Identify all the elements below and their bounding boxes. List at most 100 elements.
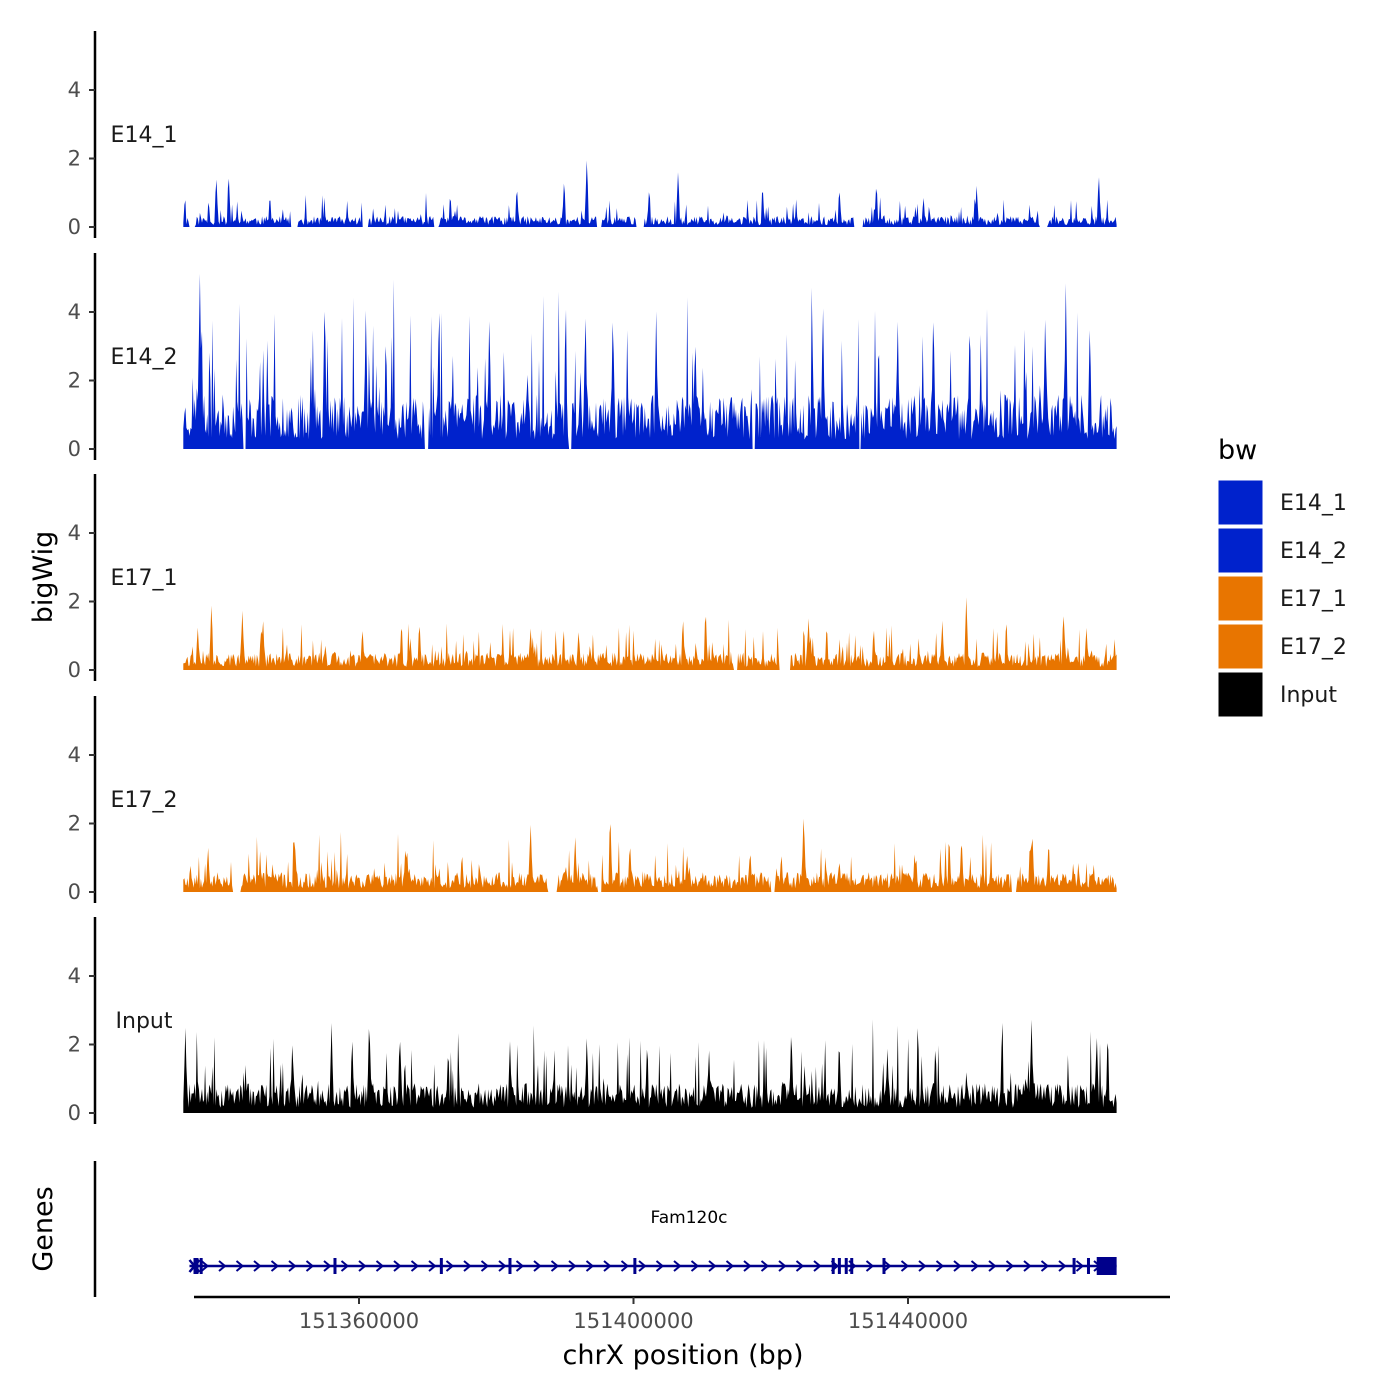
legend-label: E17_1 — [1280, 587, 1347, 612]
strand-arrow — [200, 1260, 210, 1272]
y-tick-label: 0 — [68, 215, 81, 239]
y-tick-label: 4 — [68, 300, 81, 324]
track-label: Input — [116, 1009, 173, 1034]
track-E14_2: 0 2 4 E14_2 — [68, 253, 1117, 461]
x-tick-label: 151400000 — [573, 1309, 693, 1333]
strand-arrow — [935, 1260, 945, 1272]
exon — [1072, 1258, 1076, 1274]
strand-arrow — [1005, 1260, 1015, 1272]
tracks-layer: 0 2 4 E14_1 0 2 4 E14_2 0 2 4 E17_1 0 2 4 E17_2 0 2 4 Input — [68, 31, 1117, 1125]
strand-arrow — [708, 1260, 717, 1272]
exon — [837, 1258, 841, 1274]
strand-arrow — [218, 1260, 227, 1272]
strand-arrow — [340, 1260, 350, 1272]
strand-arrow — [760, 1260, 770, 1272]
y-tick-label: 4 — [68, 964, 81, 988]
strand-arrow — [865, 1260, 875, 1272]
strand-arrow — [918, 1260, 927, 1272]
signal-area — [183, 597, 1117, 670]
strand-arrow — [568, 1260, 577, 1272]
legend-key — [1217, 527, 1264, 574]
strand-arrow — [725, 1260, 735, 1272]
legend-title: bw — [1218, 435, 1257, 466]
signal-area — [183, 273, 1117, 449]
strand-arrow — [813, 1260, 822, 1272]
y-axis-title: bigWig — [28, 531, 59, 624]
strand-arrow — [970, 1260, 980, 1272]
first-exon — [193, 1258, 199, 1274]
strand-arrow — [883, 1260, 892, 1272]
track-E17_2: 0 2 4 E17_2 — [68, 696, 1117, 904]
signal-area — [183, 1019, 1117, 1113]
strand-arrow — [1040, 1260, 1050, 1272]
y-tick-label: 2 — [68, 590, 81, 614]
strand-arrow — [638, 1260, 647, 1272]
strand-arrow — [1058, 1260, 1067, 1272]
signal-area — [183, 818, 1117, 892]
strand-arrow — [498, 1260, 507, 1272]
track-label: E14_1 — [111, 123, 178, 148]
exon — [199, 1258, 203, 1274]
y-tick-label: 4 — [68, 78, 81, 102]
track-label: E14_2 — [111, 345, 178, 370]
strand-arrow — [235, 1260, 245, 1272]
strand-arrow — [445, 1260, 455, 1272]
track-label: E17_2 — [111, 788, 178, 813]
track-E14_1: 0 2 4 E14_1 — [68, 31, 1117, 239]
strand-arrow — [795, 1260, 805, 1272]
strand-arrow — [253, 1260, 262, 1272]
strand-arrow — [428, 1260, 437, 1272]
genes-axis-title: Genes — [28, 1186, 59, 1271]
exon — [508, 1258, 512, 1274]
strand-arrow — [743, 1260, 752, 1272]
legend-key — [1217, 671, 1264, 718]
y-tick-label: 0 — [68, 658, 81, 682]
strand-arrow — [305, 1260, 315, 1272]
strand-arrow — [655, 1260, 665, 1272]
strand-arrow — [673, 1260, 682, 1272]
exon — [633, 1258, 637, 1274]
legend-label: Input — [1280, 683, 1337, 708]
strand-arrow — [603, 1260, 612, 1272]
exon — [333, 1258, 337, 1274]
exon — [882, 1258, 886, 1274]
strand-arrow — [550, 1260, 560, 1272]
legend: E14_1 E14_2 E17_1 E17_2 Input — [1217, 479, 1347, 718]
strand-arrow — [463, 1260, 472, 1272]
strand-arrow — [393, 1260, 402, 1272]
track-E17_1: 0 2 4 E17_1 — [68, 474, 1117, 682]
x-axis: 151360000 151400000 151440000 — [194, 1295, 1170, 1333]
legend-key — [1217, 623, 1264, 670]
exon — [850, 1258, 854, 1274]
y-tick-label: 0 — [68, 437, 81, 461]
exon — [844, 1258, 848, 1274]
strand-arrow — [480, 1260, 490, 1272]
strand-arrow — [375, 1260, 385, 1272]
exon — [439, 1258, 443, 1274]
y-tick-label: 0 — [68, 1101, 81, 1125]
strand-arrow — [585, 1260, 595, 1272]
exon — [831, 1258, 835, 1274]
strand-arrow — [620, 1260, 630, 1272]
gene-label: Fam120c — [651, 1208, 728, 1228]
strand-arrow — [358, 1260, 367, 1272]
legend-label: E17_2 — [1280, 635, 1347, 660]
y-tick-label: 2 — [68, 147, 81, 171]
strand-arrow — [953, 1260, 962, 1272]
strand-arrow — [515, 1260, 525, 1272]
x-tick-label: 151440000 — [848, 1309, 968, 1333]
y-tick-label: 4 — [68, 743, 81, 767]
x-axis-title: chrX position (bp) — [562, 1340, 803, 1371]
strand-arrow — [533, 1260, 542, 1272]
exon — [1086, 1258, 1090, 1274]
track-label: E17_1 — [111, 566, 178, 591]
y-tick-label: 2 — [68, 369, 81, 393]
legend-key — [1217, 479, 1264, 526]
strand-arrow — [288, 1260, 297, 1272]
strand-arrow — [900, 1260, 910, 1272]
legend-label: E14_1 — [1280, 491, 1347, 516]
strand-arrow — [410, 1260, 420, 1272]
genes-layer — [93, 1161, 1117, 1297]
strand-arrow — [778, 1260, 787, 1272]
